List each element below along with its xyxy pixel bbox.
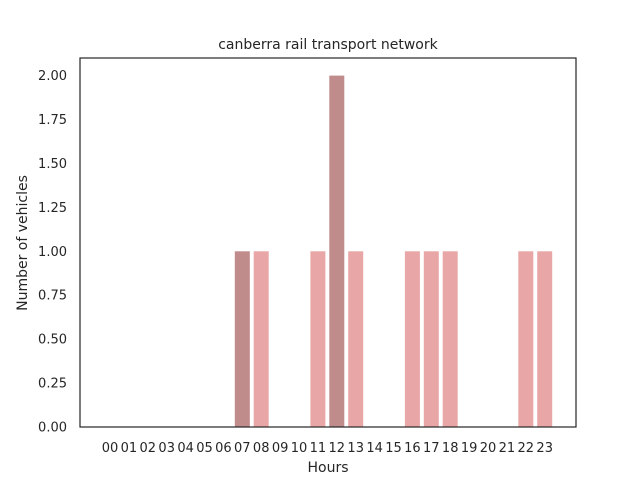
bar-12 bbox=[329, 75, 345, 427]
x-tick-label: 01 bbox=[121, 441, 138, 456]
y-tick-label: 0.00 bbox=[38, 421, 67, 436]
y-tick-label: 1.25 bbox=[38, 201, 67, 216]
y-axis-label: Number of vehicles bbox=[15, 175, 31, 311]
x-tick-label: 12 bbox=[329, 441, 346, 456]
x-tick-label: 02 bbox=[140, 441, 157, 456]
bar-13 bbox=[348, 251, 364, 427]
y-tick-label: 0.50 bbox=[38, 333, 67, 348]
x-tick-label: 04 bbox=[177, 441, 194, 456]
x-tick-label: 08 bbox=[253, 441, 270, 456]
bar-17 bbox=[423, 251, 439, 427]
y-tick-label: 2.00 bbox=[38, 69, 67, 84]
bar-08 bbox=[253, 251, 269, 427]
plot-frame bbox=[79, 57, 577, 428]
x-tick-label: 23 bbox=[536, 441, 553, 456]
y-tick-label: 1.75 bbox=[38, 113, 67, 128]
bar-11 bbox=[310, 251, 326, 427]
x-tick-label: 06 bbox=[215, 441, 232, 456]
x-tick-label: 11 bbox=[310, 441, 327, 456]
x-axis-label: Hours bbox=[307, 460, 348, 476]
x-tick-label: 15 bbox=[385, 441, 402, 456]
bars bbox=[234, 75, 553, 427]
bar-23 bbox=[537, 251, 553, 427]
y-axis-ticks: 0.00 0.25 0.50 0.75 1.00 1.25 1.50 1.75 2.00 bbox=[38, 69, 67, 435]
x-tick-label: 03 bbox=[158, 441, 175, 456]
x-tick-label: 19 bbox=[461, 441, 478, 456]
x-axis-ticks: 00 01 02 03 04 05 06 07 08 09 10 11 12 13 14 15 16 17 18 19… bbox=[102, 441, 553, 456]
x-tick-label: 13 bbox=[347, 441, 364, 456]
x-tick-label: 21 bbox=[499, 441, 516, 456]
chart-title: canberra rail transport network bbox=[218, 37, 438, 53]
x-tick-label: 20 bbox=[480, 441, 497, 456]
x-tick-label: 05 bbox=[196, 441, 213, 456]
y-tick-label: 0.75 bbox=[38, 289, 67, 304]
y-tick-label: 1.00 bbox=[38, 245, 67, 260]
x-tick-label: 09 bbox=[272, 441, 289, 456]
y-tick-label: 0.25 bbox=[38, 377, 67, 392]
x-tick-label: 07 bbox=[234, 441, 251, 456]
x-tick-label: 17 bbox=[423, 441, 440, 456]
x-tick-label: 16 bbox=[404, 441, 421, 456]
y-tick-label: 1.50 bbox=[38, 157, 67, 172]
bar-07 bbox=[234, 251, 250, 427]
x-tick-label: 00 bbox=[102, 441, 119, 456]
bar-16 bbox=[404, 251, 420, 427]
bar-18 bbox=[442, 251, 458, 427]
x-tick-label: 18 bbox=[442, 441, 459, 456]
bar-22 bbox=[518, 251, 534, 427]
x-tick-label: 14 bbox=[366, 441, 383, 456]
x-tick-label: 10 bbox=[291, 441, 308, 456]
x-tick-label: 22 bbox=[518, 441, 535, 456]
